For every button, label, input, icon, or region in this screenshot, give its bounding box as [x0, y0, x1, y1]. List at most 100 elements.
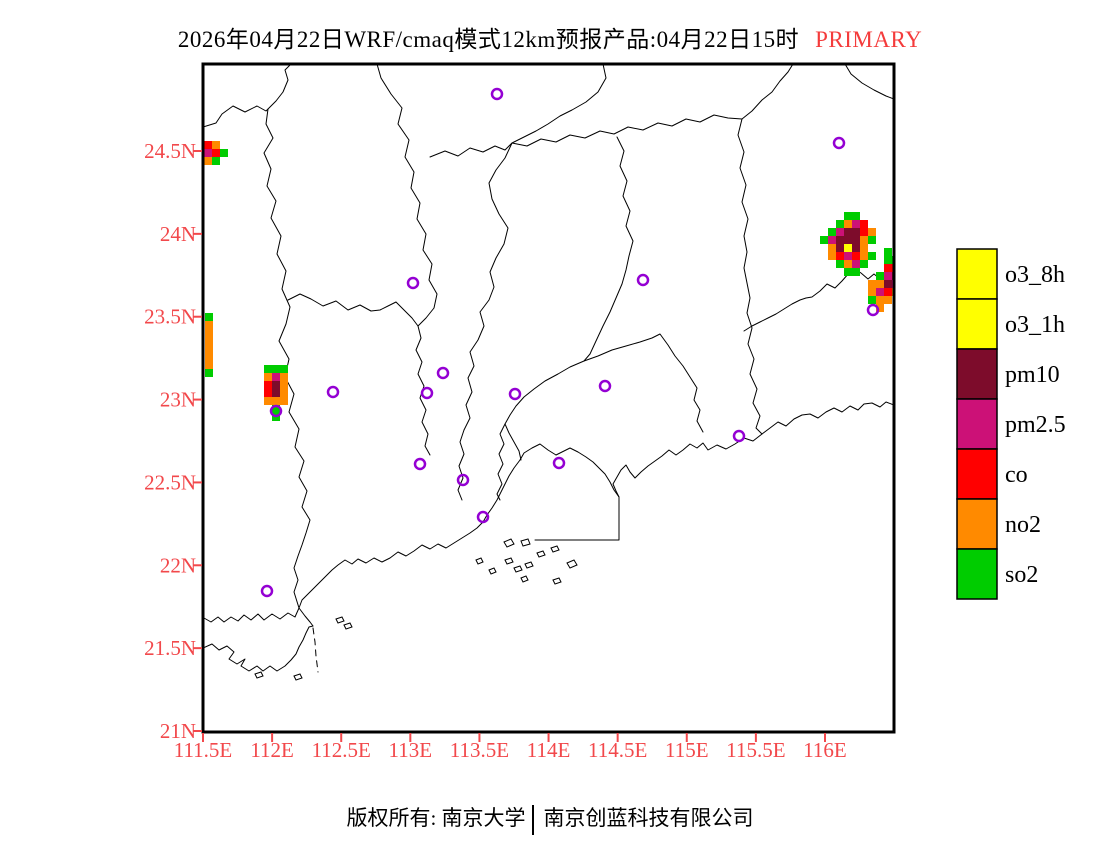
station-marker: [866, 303, 880, 317]
coastline: [298, 459, 521, 609]
province-boundary: [583, 333, 704, 433]
cluster-112e-23n-cell: [272, 405, 280, 413]
station-marker: [436, 366, 450, 380]
cluster-west-strip-23p3n-cell: [205, 313, 213, 321]
legend-label-no2: no2: [1005, 512, 1041, 538]
cluster-east-edge-23p7n-cell: [868, 296, 876, 304]
cluster-east-edge-23p7n-cell: [884, 256, 892, 264]
x-axis-label: 113E: [389, 738, 433, 762]
x-axis-label: 111.5E: [174, 738, 233, 762]
pollutant-cell-layer: [204, 141, 894, 421]
title-primary-tag: PRIMARY: [815, 27, 923, 52]
y-axis-label: 24N: [160, 222, 196, 246]
island: [488, 567, 497, 575]
station-marker: [406, 276, 420, 290]
cluster-ne-large-23p9n-cell: [836, 220, 844, 228]
island: [254, 671, 264, 679]
cluster-east-edge-23p7n-cell: [876, 288, 884, 296]
cluster-ne-large-23p9n-cell: [852, 260, 860, 268]
island: [566, 559, 578, 569]
page-title: 2026年04月22日WRF/cmaq模式12km预报产品:04月22日15时 P…: [0, 20, 1100, 54]
cluster-112e-23n-cell: [272, 381, 280, 389]
cluster-east-edge-23p7n-cell: [868, 280, 876, 288]
cluster-ne-large-23p9n-cell: [836, 244, 844, 252]
y-axis-label: 22.5N: [144, 470, 196, 494]
maritime-dashed-line: [312, 627, 319, 673]
legend-swatch-co: [956, 448, 998, 500]
cluster-east-edge-23p7n-cell: [884, 272, 892, 280]
cluster-112e-23n-cell: [272, 365, 280, 373]
station-marker: [552, 456, 566, 470]
cluster-ne-large-23p9n-cell: [852, 244, 860, 252]
map-frame: [201, 62, 896, 734]
legend: o3_8h o3_1h pm10 pm2.5 co no2 so2: [956, 248, 1066, 600]
cluster-east-edge-23p7n-cell: [868, 288, 876, 296]
cluster-ne-large-23p9n-cell: [836, 260, 844, 268]
cluster-ne-large-23p9n-cell: [828, 236, 836, 244]
cluster-112e-23n-cell: [280, 365, 288, 373]
cluster-nw-24p5n-cell: [212, 157, 220, 165]
coastline: [555, 447, 620, 498]
x-axis-label: 116E: [803, 738, 847, 762]
coastline: [298, 607, 314, 627]
island: [335, 616, 345, 624]
station-marker: [636, 273, 650, 287]
cluster-ne-large-23p9n-cell: [860, 236, 868, 244]
cluster-ne-large-23p9n-cell: [852, 236, 860, 244]
province-boundary: [583, 136, 634, 362]
cluster-ne-large-23p9n-cell: [844, 220, 852, 228]
x-axis-label: 115.5E: [726, 738, 785, 762]
cluster-ne-large-23p9n-cell: [852, 268, 860, 276]
island: [513, 565, 523, 573]
station-marker: [490, 87, 504, 101]
province-boundary: [263, 108, 311, 609]
boundary-layer: [203, 64, 894, 681]
coastline: [203, 607, 300, 623]
island: [503, 538, 515, 548]
cluster-112e-23n-cell: [264, 373, 272, 381]
cluster-nw-24p5n-cell: [212, 149, 220, 157]
island: [524, 561, 534, 569]
copyright-company: 南京创蓝科技有限公司: [543, 806, 754, 830]
province-boundary: [287, 293, 372, 312]
cluster-west-strip-23p3n-cell: [205, 369, 213, 377]
cluster-ne-large-23p9n-cell: [860, 244, 868, 252]
station-marker: [420, 386, 434, 400]
cluster-west-strip-23p3n-cell: [205, 353, 213, 361]
cluster-ne-large-23p9n-cell: [844, 260, 852, 268]
estuary-box-boundary: [534, 496, 620, 541]
island: [520, 575, 529, 583]
station-marker: [476, 510, 490, 524]
legend-label-co: co: [1005, 462, 1028, 488]
province-boundary: [370, 301, 419, 327]
y-axis-label: 22N: [160, 553, 196, 577]
y-axis-label: 23.5N: [144, 305, 196, 329]
legend-swatch-pm2.5: [956, 398, 998, 450]
province-boundary: [463, 142, 513, 431]
cluster-112e-23n-cell: [280, 389, 288, 397]
province-boundary: [429, 142, 513, 158]
x-axis-label: 114.5E: [588, 738, 647, 762]
map-interior: [203, 64, 894, 681]
province-boundary: [844, 64, 894, 100]
cluster-ne-large-23p9n-cell: [828, 244, 836, 252]
cluster-east-edge-23p7n-cell: [884, 264, 892, 272]
legend-label-pm2.5: pm2.5: [1005, 412, 1066, 438]
legend-label-o3_8h: o3_8h: [1005, 262, 1065, 288]
cluster-ne-large-23p9n-cell: [844, 244, 852, 252]
cluster-nw-24p5n-cell: [204, 157, 212, 165]
legend-label-pm10: pm10: [1005, 362, 1060, 388]
province-boundary: [203, 64, 292, 128]
cluster-ne-large-23p9n-cell: [828, 228, 836, 236]
x-axis-label: 113.5E: [450, 738, 509, 762]
cluster-east-edge-23p7n-cell: [876, 272, 884, 280]
cluster-nw-24p5n-cell: [204, 141, 212, 149]
legend-swatch-so2: [956, 548, 998, 600]
cluster-nw-24p5n-cell: [220, 149, 228, 157]
cluster-ne-large-23p9n-cell: [868, 236, 876, 244]
cluster-ne-large-23p9n-cell: [828, 252, 836, 260]
province-boundary: [511, 64, 607, 144]
island: [520, 538, 531, 547]
cluster-112e-23n-cell: [280, 373, 288, 381]
